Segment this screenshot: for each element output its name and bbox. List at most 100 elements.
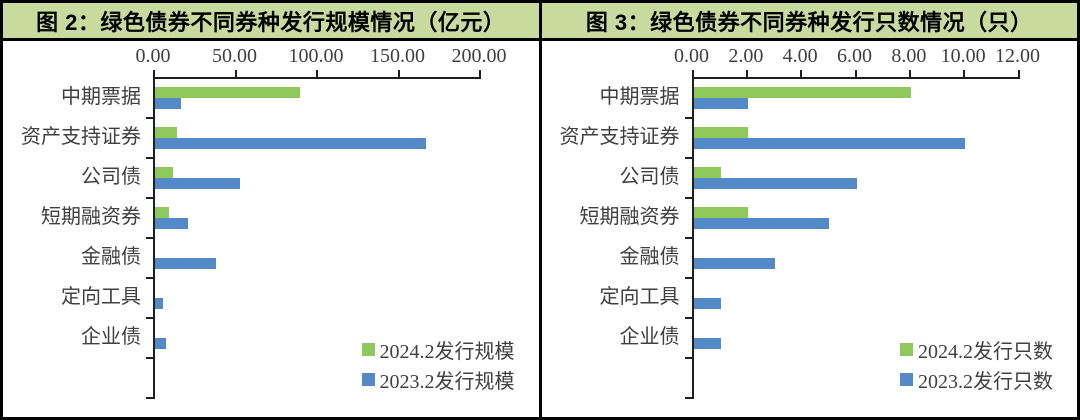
legend-swatch xyxy=(361,342,375,356)
x-axis-tick-label: 12.00 xyxy=(995,45,1040,67)
bar-2023.2发行只数 xyxy=(693,258,775,269)
x-axis-tick-label: 0.00 xyxy=(135,45,171,67)
x-axis-tick-label: 50.00 xyxy=(212,45,257,67)
bar-2023.2发行规模 xyxy=(155,138,426,149)
category-axis-tick xyxy=(146,277,153,279)
bar-2023.2发行只数 xyxy=(693,298,721,309)
legend-item: 2024.2发行规模 xyxy=(361,336,515,363)
bar-2023.2发行规模 xyxy=(155,178,240,189)
category-label: 中期票据 xyxy=(61,86,141,108)
bar-2024.2发行只数 xyxy=(693,87,911,98)
x-axis-tick xyxy=(1017,70,1020,77)
category-axis-tick xyxy=(146,357,153,359)
category-label: 资产支持证券 xyxy=(559,126,680,148)
category-label: 中期票据 xyxy=(599,86,680,108)
bar-2023.2发行规模 xyxy=(155,338,167,349)
category-axis-tick xyxy=(684,277,692,279)
bar-2024.2发行规模 xyxy=(155,87,301,98)
bar-2024.2发行只数 xyxy=(693,127,748,138)
x-axis-tick-label: 6.00 xyxy=(837,45,872,67)
category-axis-tick xyxy=(684,117,692,119)
category-label: 短期融资券 xyxy=(41,206,141,228)
value-axis-line xyxy=(691,77,1020,79)
legend-item: 2024.2发行只数 xyxy=(900,336,1053,363)
category-axis-tick xyxy=(146,197,153,199)
x-axis-tick xyxy=(479,70,481,77)
category-label: 企业债 xyxy=(81,326,141,348)
legend-item: 2023.2发行只数 xyxy=(900,366,1053,393)
category-label: 公司债 xyxy=(619,166,680,188)
panel-header-count: 图 3：绿色债券不同券种发行只数情况（只） xyxy=(541,3,1077,41)
category-label: 定向工具 xyxy=(599,286,680,308)
category-axis-tick xyxy=(684,197,692,199)
bar-2023.2发行只数 xyxy=(693,218,830,229)
chart-title-scale: 图 2：绿色债券不同券种发行规模情况（亿元） xyxy=(36,9,506,35)
bar-2023.2发行规模 xyxy=(155,218,188,229)
legend-swatch xyxy=(900,372,913,386)
legend-label: 2023.2发行只数 xyxy=(918,370,1053,393)
x-axis-tick-label: 4.00 xyxy=(782,45,818,67)
legend-label: 2023.2发行规模 xyxy=(379,370,515,393)
x-axis-tick xyxy=(153,70,155,77)
x-axis-tick-label: 150.00 xyxy=(370,45,425,67)
panel-issuance-scale: 图 2：绿色债券不同券种发行规模情况（亿元） 0.00 50.00 100.00 15… xyxy=(3,3,539,417)
bar-2023.2发行只数 xyxy=(693,338,721,349)
category-axis-tick xyxy=(684,357,692,359)
x-axis-tick-label: 100.00 xyxy=(288,45,344,67)
category-axis-line xyxy=(691,77,694,399)
category-axis-tick xyxy=(684,317,692,319)
bar-2024.2发行规模 xyxy=(155,207,169,218)
panel-issuance-count: 图 3：绿色债券不同券种发行只数情况（只） 0.00 2.00 4.00 6.00 8.… xyxy=(538,3,1077,417)
x-axis-tick xyxy=(963,70,966,77)
x-axis-tick xyxy=(316,70,318,77)
legend-label: 2024.2发行只数 xyxy=(918,340,1053,363)
bar-chart-issuance-scale: 0.00 50.00 100.00 150.00 200.00 中期票据资产支持证券公司债… xyxy=(3,41,539,417)
x-axis-tick-label: 0.00 xyxy=(674,45,709,67)
x-axis-tick-label: 2.00 xyxy=(728,45,764,67)
bar-2023.2发行规模 xyxy=(155,258,217,269)
x-axis-tick xyxy=(234,70,237,77)
value-axis-line xyxy=(153,77,481,79)
bar-2023.2发行规模 xyxy=(155,98,182,109)
category-axis-tick xyxy=(684,157,692,159)
bar-2024.2发行规模 xyxy=(155,167,173,178)
category-label: 资产支持证券 xyxy=(21,126,141,148)
category-axis-tick xyxy=(146,397,153,399)
category-axis-tick xyxy=(146,157,153,159)
legend-swatch xyxy=(361,372,375,386)
category-label: 定向工具 xyxy=(61,286,141,308)
category-label: 企业债 xyxy=(619,326,680,348)
x-axis-tick xyxy=(800,70,803,77)
category-axis-tick xyxy=(684,397,692,399)
bar-2023.2发行只数 xyxy=(693,178,857,189)
x-axis-tick xyxy=(691,70,694,77)
bar-chart-issuance-count: 0.00 2.00 4.00 6.00 8.00 10.00 12.00 中期票据资产支持证券… xyxy=(541,41,1077,417)
category-label: 公司债 xyxy=(81,166,141,188)
legend-item: 2023.2发行规模 xyxy=(361,366,515,393)
legend-label: 2024.2发行规模 xyxy=(379,340,515,363)
x-axis-tick-label: 8.00 xyxy=(891,45,927,67)
bar-2023.2发行只数 xyxy=(693,98,748,109)
x-axis-tick-label: 200.00 xyxy=(451,45,507,67)
panel-header-scale: 图 2：绿色债券不同券种发行规模情况（亿元） xyxy=(3,3,539,41)
bar-2023.2发行只数 xyxy=(693,138,966,149)
bar-2024.2发行只数 xyxy=(693,167,721,178)
x-axis-tick xyxy=(908,70,911,77)
x-axis-tick-label: 10.00 xyxy=(940,45,986,67)
category-label: 金融债 xyxy=(619,246,680,268)
legend-swatch xyxy=(900,342,913,356)
chart-title-count: 图 3：绿色债券不同券种发行只数情况（只） xyxy=(585,9,1033,35)
category-label: 短期融资券 xyxy=(579,206,680,228)
category-axis-tick xyxy=(146,317,153,319)
category-axis-tick xyxy=(146,117,153,119)
category-axis-tick xyxy=(146,237,153,239)
category-label: 金融债 xyxy=(81,246,141,268)
x-axis-tick xyxy=(397,70,400,77)
category-axis-line xyxy=(153,77,155,399)
x-axis-tick xyxy=(745,70,748,77)
bar-2023.2发行规模 xyxy=(155,298,164,309)
x-axis-tick xyxy=(854,70,857,77)
bar-2024.2发行只数 xyxy=(693,207,748,218)
category-axis-tick xyxy=(684,237,692,239)
